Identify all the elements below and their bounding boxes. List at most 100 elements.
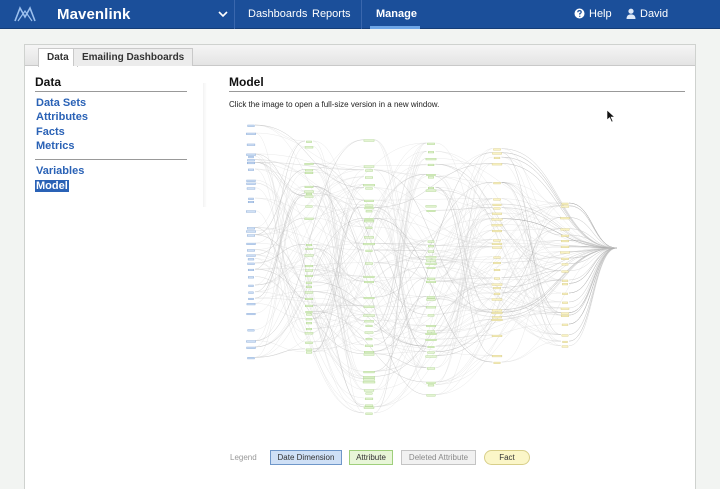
content-panel: Data Emailing Dashboards Data Data Sets … xyxy=(24,44,696,489)
nav-dashboards[interactable]: Dashboards xyxy=(248,8,308,20)
model-link xyxy=(312,249,365,319)
model-node xyxy=(305,328,313,331)
model-link xyxy=(254,197,365,307)
nav-separator xyxy=(361,0,362,29)
model-node xyxy=(306,140,312,143)
model-link xyxy=(373,333,427,408)
tab-emailing-dashboards[interactable]: Emailing Dashboards xyxy=(73,48,194,66)
model-diagram-image[interactable] xyxy=(229,113,659,423)
sidebar-item-metrics[interactable]: Metrics xyxy=(36,140,75,152)
model-node xyxy=(363,275,375,278)
model-link xyxy=(568,247,618,271)
model-link xyxy=(435,296,493,313)
model-node xyxy=(561,263,569,266)
sidebar-item-facts[interactable]: Facts xyxy=(36,126,65,138)
model-node xyxy=(364,281,374,284)
model-node xyxy=(426,394,436,397)
model-node xyxy=(364,220,374,223)
model-node xyxy=(425,189,437,192)
model-link xyxy=(373,277,427,346)
model-node xyxy=(364,320,374,323)
model-node xyxy=(428,245,434,248)
model-node xyxy=(426,277,436,280)
model-node xyxy=(560,217,570,220)
model-node xyxy=(246,153,256,156)
model-node xyxy=(363,243,375,246)
model-link xyxy=(373,199,493,299)
model-node xyxy=(492,246,502,249)
model-link xyxy=(568,205,618,249)
model-link xyxy=(435,176,493,183)
model-node xyxy=(305,265,313,268)
model-link xyxy=(501,287,562,346)
legend-label: Legend xyxy=(230,453,257,462)
model-link xyxy=(373,203,493,263)
model-link xyxy=(312,163,427,270)
model-link xyxy=(312,140,365,201)
model-node xyxy=(248,297,254,300)
model-link xyxy=(501,228,562,284)
model-link xyxy=(373,187,427,368)
model-node xyxy=(305,244,313,247)
model-link xyxy=(254,159,306,191)
model-link xyxy=(435,251,562,282)
chevron-down-icon[interactable] xyxy=(217,7,229,21)
model-node xyxy=(426,367,436,370)
model-link xyxy=(254,244,306,314)
model-link xyxy=(373,239,493,352)
model-link xyxy=(254,227,365,251)
model-link xyxy=(435,163,562,271)
model-link xyxy=(435,186,562,271)
model-link xyxy=(501,156,618,249)
user-icon xyxy=(626,8,636,19)
model-link xyxy=(435,245,562,347)
model-node xyxy=(305,247,313,250)
model-node xyxy=(362,381,376,384)
model-node xyxy=(561,270,569,273)
model-node xyxy=(365,262,373,265)
model-link xyxy=(373,243,493,247)
model-node xyxy=(246,234,256,237)
model-node xyxy=(493,262,501,265)
model-node xyxy=(305,341,313,344)
model-link xyxy=(254,168,365,307)
user-menu[interactable]: David xyxy=(626,8,668,20)
model-link xyxy=(373,319,493,390)
model-node xyxy=(493,361,501,364)
nav-manage[interactable]: Manage xyxy=(370,0,420,29)
model-link xyxy=(254,303,306,319)
help-link[interactable]: Help xyxy=(574,8,612,20)
model-node xyxy=(305,205,313,208)
model-node xyxy=(305,274,313,277)
model-link xyxy=(254,207,365,348)
tab-data[interactable]: Data xyxy=(38,48,78,67)
model-link xyxy=(435,228,562,385)
model-link xyxy=(568,228,618,249)
model-node xyxy=(426,174,436,177)
model-link xyxy=(312,291,365,315)
model-node xyxy=(426,209,436,212)
model-link xyxy=(254,172,306,286)
model-node xyxy=(493,287,501,290)
nav-separator xyxy=(234,0,235,29)
model-node xyxy=(426,298,436,301)
model-node xyxy=(494,277,500,280)
sidebar-item-data-sets[interactable]: Data Sets xyxy=(36,97,87,109)
brand-name[interactable]: Mavenlink xyxy=(57,6,131,23)
mavenlink-logo-icon[interactable] xyxy=(14,5,36,23)
model-node xyxy=(246,346,256,349)
model-node xyxy=(305,281,313,284)
sidebar-item-variables[interactable]: Variables xyxy=(36,165,85,177)
model-link xyxy=(435,246,493,257)
sidebar-item-model[interactable]: Model xyxy=(35,180,69,192)
model-node xyxy=(560,228,570,231)
model-node xyxy=(493,292,501,295)
model-link xyxy=(254,298,365,307)
model-node xyxy=(425,355,437,358)
sidebar-item-attributes[interactable]: Attributes xyxy=(36,111,88,123)
model-node xyxy=(365,324,373,327)
model-node xyxy=(246,254,256,257)
nav-reports[interactable]: Reports xyxy=(312,8,351,20)
model-link xyxy=(501,198,562,294)
model-link xyxy=(373,249,427,251)
